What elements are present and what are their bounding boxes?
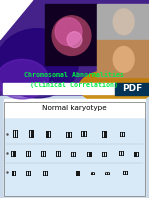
Ellipse shape [67,32,82,48]
Bar [97,40,149,77]
Ellipse shape [113,47,134,72]
Bar [4,117,145,196]
Bar [97,4,149,40]
Polygon shape [0,0,33,40]
Bar [4,102,145,196]
Ellipse shape [0,29,78,98]
Bar [4,102,145,117]
Ellipse shape [55,18,82,46]
Text: Chromosomal Abnormalities: Chromosomal Abnormalities [24,72,125,78]
Bar [0,96,149,198]
Bar [115,83,149,95]
Ellipse shape [113,9,134,35]
Bar [0,0,149,95]
Bar [4,99,145,196]
Text: Normal karyotype: Normal karyotype [42,105,107,111]
Bar [3,83,115,94]
Ellipse shape [0,59,48,99]
Text: (Clinical Correlation): (Clinical Correlation) [31,81,118,88]
Bar [45,4,97,65]
Text: PDF: PDF [122,84,142,93]
Ellipse shape [52,16,91,55]
Ellipse shape [79,69,149,105]
